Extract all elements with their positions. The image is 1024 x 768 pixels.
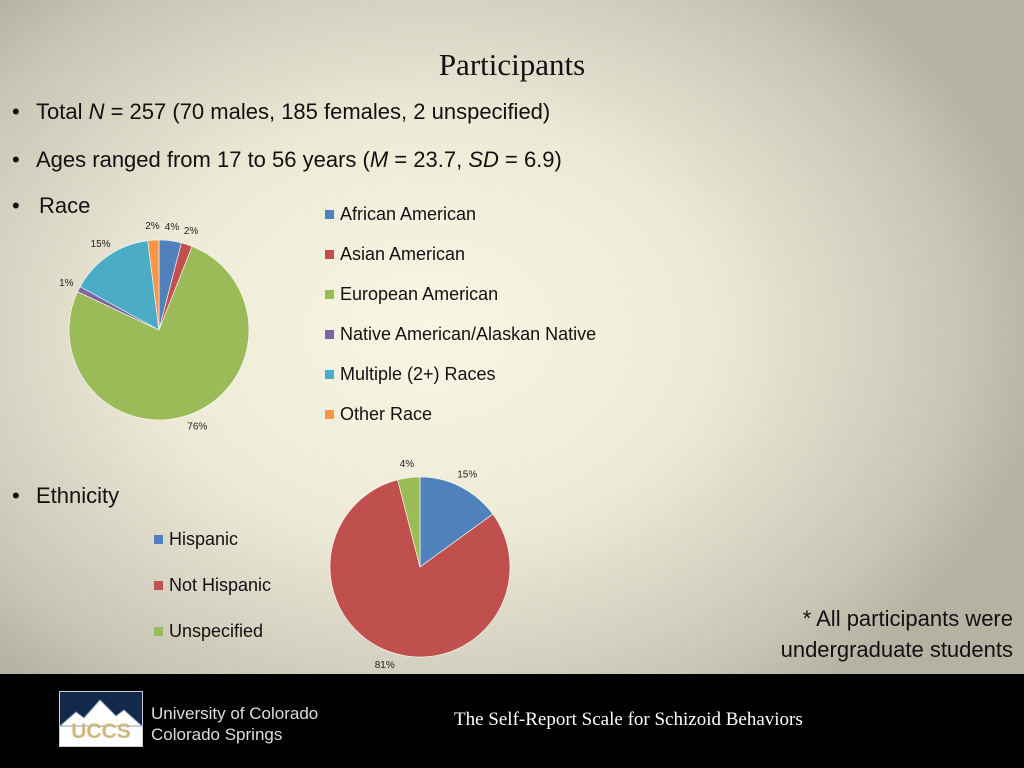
legend-swatch [325, 210, 334, 219]
pie-slice-unspecified [397, 476, 421, 568]
ages-prefix: Ages ranged from 17 to 56 years ( [36, 147, 370, 172]
legend-label: Hispanic [169, 529, 239, 549]
university-name-line-2: Colorado Springs [151, 725, 283, 744]
legend-label: African American [340, 204, 477, 224]
legend-item: Asian American [325, 244, 465, 265]
pie-slice-hispanic [419, 476, 494, 568]
ages-sd-rest: = 6.9) [498, 147, 562, 172]
legend-item: Other Race [325, 404, 432, 425]
legend-swatch [154, 535, 163, 544]
mountain-icon [60, 699, 142, 746]
legend-item: Native American/Alaskan Native [325, 324, 596, 345]
legend-label: Asian American [340, 244, 466, 264]
footer-bar: UCCS University of Colorado Colorado Spr… [0, 674, 1024, 768]
slide-title: Participants [438, 47, 586, 82]
pie-data-label: 4% [165, 222, 180, 233]
legend-swatch [325, 330, 334, 339]
total-n-symbol: N [88, 99, 105, 124]
pie-data-label: 76% [187, 422, 207, 433]
legend-swatch [325, 410, 334, 419]
legend-label: European American [340, 284, 499, 304]
ages-sd-symbol: SD [468, 147, 499, 172]
uccs-logo: UCCS [59, 691, 143, 747]
bullet-dot: • [12, 99, 20, 124]
ethnicity-label: Ethnicity [36, 483, 120, 508]
bullet-total: • Total N = 257 (70 males, 185 females, 2… [12, 99, 550, 125]
bullet-dot: • [12, 147, 20, 172]
note-line-2: undergraduate students [780, 637, 1013, 662]
legend-item: Unspecified [154, 621, 263, 642]
pie-slice-not-hispanic [329, 479, 511, 658]
ages-m-symbol: M [369, 147, 389, 172]
logo-text: UCCS [71, 720, 131, 743]
slide: Participants • Total N = 257 (70 males, 1… [12, 47, 1013, 671]
pie-slice-european-american [68, 245, 250, 421]
pie-data-label: 2% [184, 226, 199, 237]
ages-m-rest: = 23.7, [388, 147, 469, 172]
legend-swatch [154, 581, 163, 590]
pie-slice-other-race [147, 239, 160, 331]
legend-swatch [325, 370, 334, 379]
legend-item: European American [325, 284, 498, 305]
ethnicity-pie-chart: 15% 81% 4% [329, 459, 511, 671]
race-pie-chart: 4% 2% 76% 1% 15% 2% [59, 221, 250, 433]
pie-data-label: 81% [375, 660, 395, 671]
legend-item: Multiple (2+) Races [325, 364, 496, 385]
legend-item: African American [325, 204, 476, 225]
pie-slice-multiple-2-races [79, 240, 160, 331]
university-name-line-1: University of Colorado [151, 704, 319, 723]
note-line-1: * All participants were [802, 606, 1013, 631]
race-label: Race [39, 193, 91, 218]
bullet-ages: • Ages ranged from 17 to 56 years (M = 23… [12, 147, 562, 173]
legend-label: Unspecified [169, 621, 264, 641]
legend-swatch [325, 290, 334, 299]
legend-swatch [154, 627, 163, 636]
legend-label: Other Race [340, 404, 433, 424]
legend-swatch [325, 250, 334, 259]
pie-data-label: 15% [91, 239, 111, 250]
legend-label: Multiple (2+) Races [340, 364, 496, 384]
legend-item: Not Hispanic [154, 575, 271, 596]
presentation-title: The Self-Report Scale for Schizoid Behav… [454, 709, 803, 730]
bullet-ethnicity: • Ethnicity [12, 483, 119, 509]
ethnicity-legend: Hispanic Not Hispanic Unspecified [154, 529, 314, 649]
bullet-dot: • [12, 483, 20, 508]
pie-data-label: 15% [457, 469, 477, 480]
legend-label: Native American/Alaskan Native [340, 324, 597, 344]
race-legend: African American Asian American European A… [325, 204, 645, 434]
bullet-race: • Race [12, 193, 90, 219]
legend-item: Hispanic [154, 529, 238, 550]
legend-label: Not Hispanic [169, 575, 272, 595]
total-rest: = 257 (70 males, 185 females, 2 unspecif… [104, 99, 551, 124]
pie-data-label: 4% [400, 459, 415, 470]
participants-note: * All participants were undergraduate st… [781, 603, 1013, 665]
bullet-dot: • [12, 193, 20, 218]
pie-data-label: 1% [59, 278, 74, 289]
pie-data-label: 2% [145, 221, 160, 232]
total-prefix: Total [36, 99, 89, 124]
